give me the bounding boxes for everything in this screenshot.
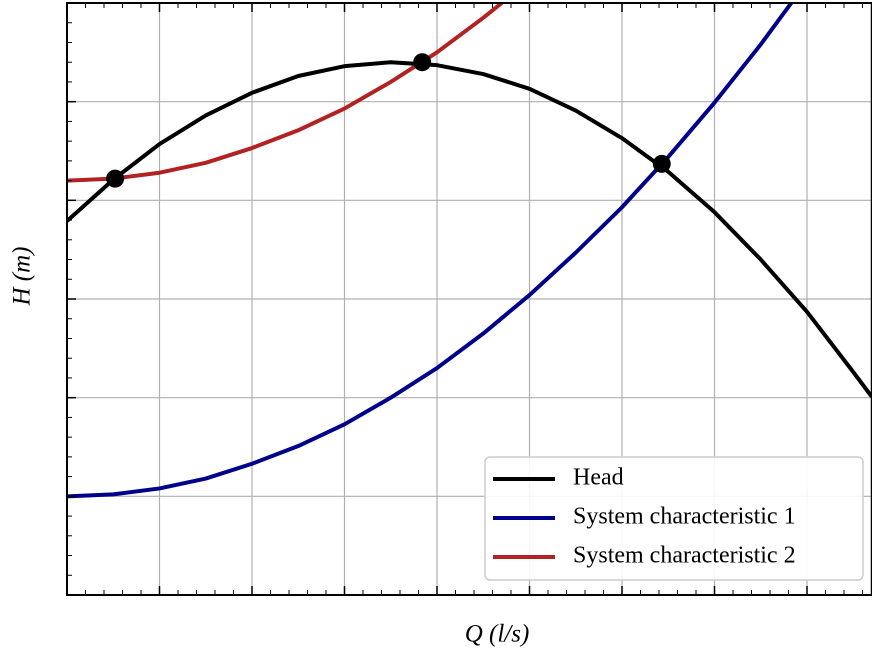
operating-point	[413, 53, 432, 72]
legend-label: System characteristic 2	[573, 543, 796, 569]
grid	[66, 2, 872, 596]
x-axis-label: Q (l/s)	[465, 621, 530, 648]
curves	[67, 3, 872, 499]
y-axis-label: H (m)	[9, 246, 36, 306]
operating-point	[652, 154, 671, 173]
legend-box	[484, 456, 864, 581]
legend-label: Head	[573, 465, 624, 491]
line-series	[67, 3, 793, 499]
legend-label: System characteristic 1	[573, 504, 796, 530]
line-series	[67, 60, 872, 398]
operating-point	[106, 169, 125, 188]
line-series	[67, 3, 503, 183]
legend: Head System characteristic 1 System charac…	[484, 456, 864, 581]
